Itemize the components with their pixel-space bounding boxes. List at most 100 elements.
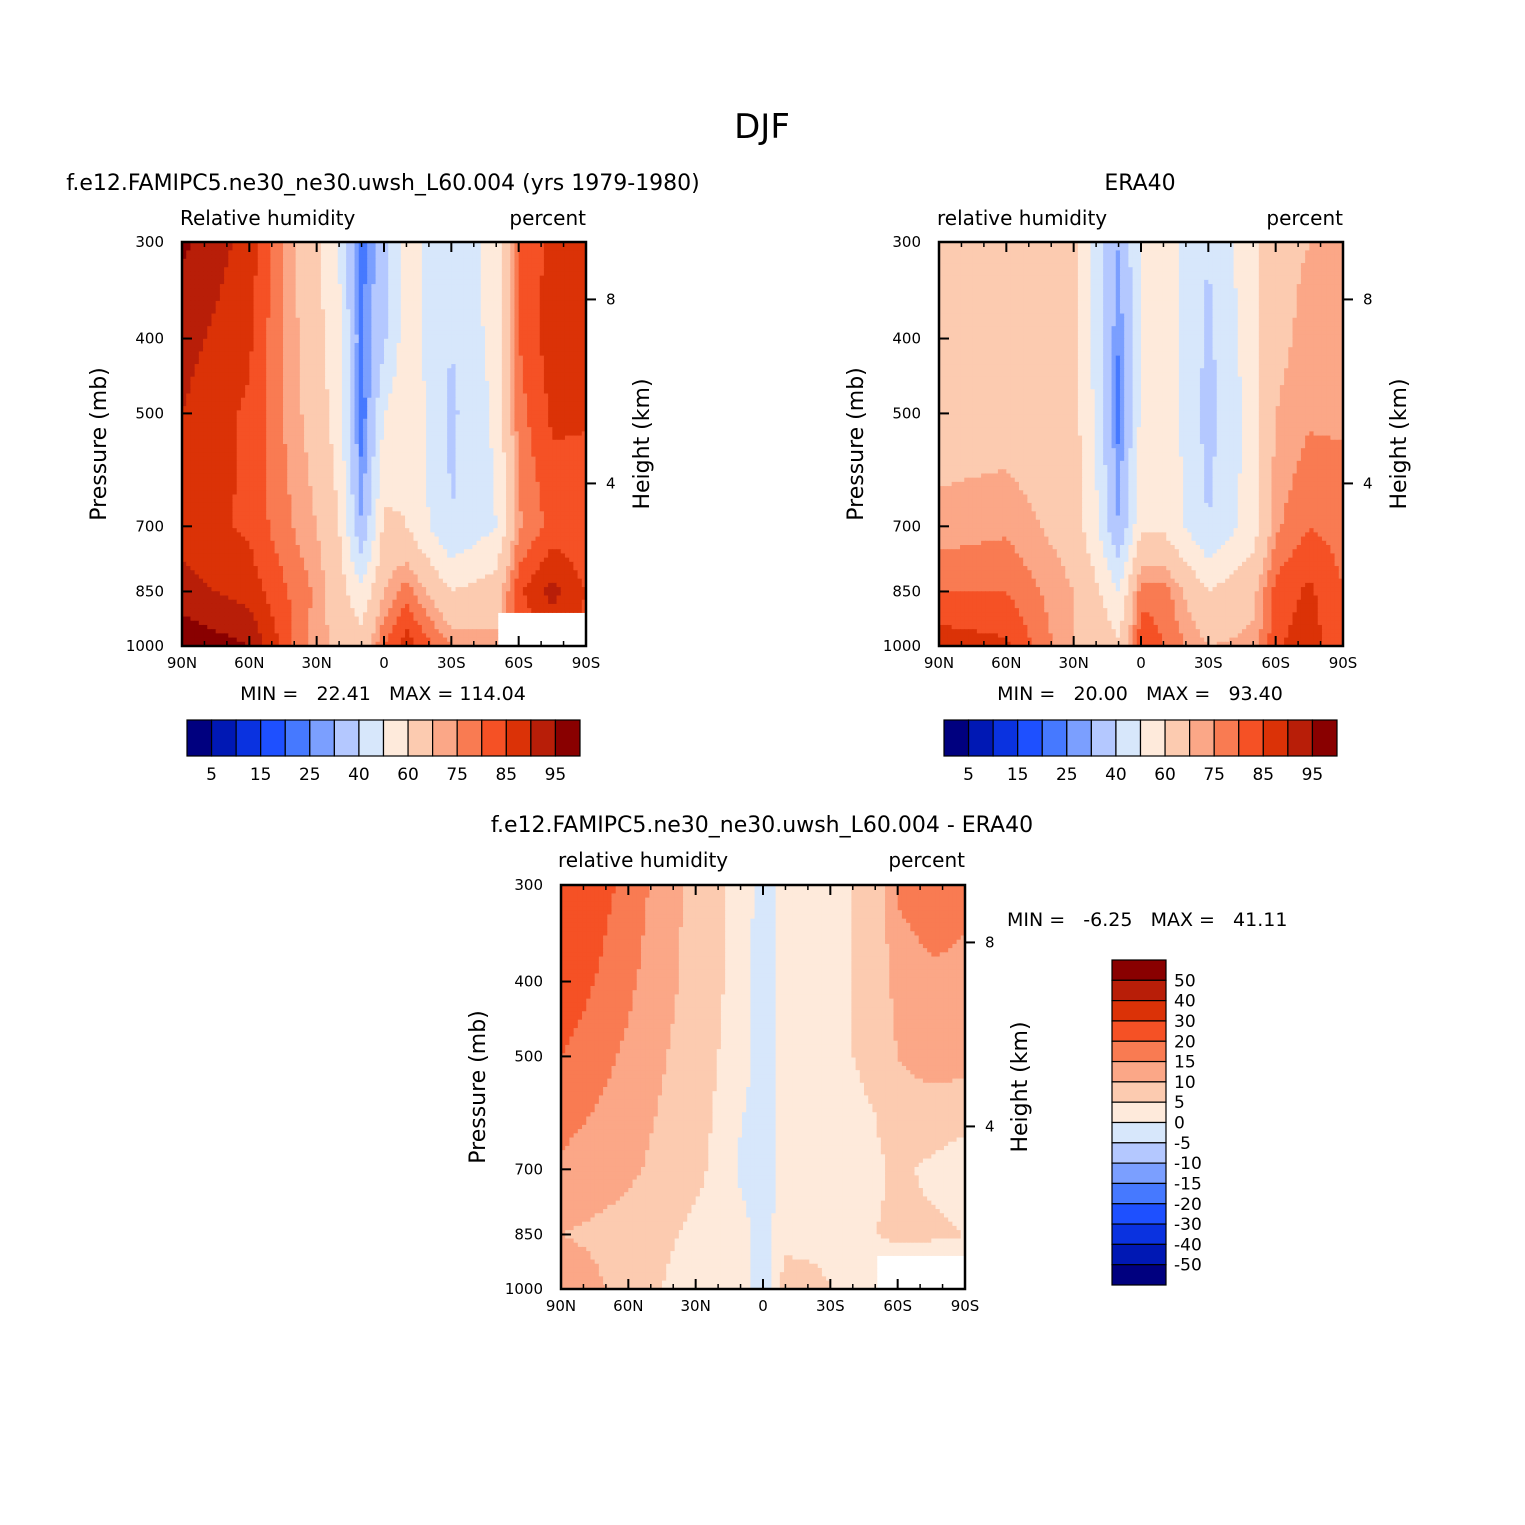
- field-cell: [384, 377, 389, 382]
- field-cell: [233, 322, 238, 327]
- field-cell: [211, 347, 216, 352]
- field-cell: [346, 368, 351, 373]
- field-cell: [287, 377, 292, 382]
- field-cell: [199, 280, 204, 285]
- field-cell: [565, 271, 570, 276]
- field-cell: [258, 330, 263, 335]
- field-cell: [317, 356, 322, 361]
- field-cell: [384, 318, 389, 323]
- field-cell: [413, 305, 418, 310]
- field-cell: [493, 364, 498, 369]
- field-cell: [498, 377, 503, 382]
- field-cell: [363, 267, 368, 272]
- field-cell: [304, 360, 309, 365]
- field-cell: [346, 293, 351, 298]
- field-cell: [401, 351, 406, 356]
- field-cell: [346, 301, 351, 306]
- field-cell: [481, 259, 486, 264]
- field-cell: [363, 326, 368, 331]
- field-cell: [380, 259, 385, 264]
- field-cell: [350, 318, 355, 323]
- field-cell: [296, 330, 301, 335]
- field-cell: [254, 356, 259, 361]
- field-cell: [308, 351, 313, 356]
- field-cell: [186, 259, 191, 264]
- field-cell: [514, 343, 519, 348]
- field-cell: [460, 288, 465, 293]
- plot-area: [182, 242, 587, 647]
- field-cell: [233, 351, 238, 356]
- field-cell: [502, 250, 507, 255]
- field-cell: [338, 381, 343, 386]
- field-cell: [569, 351, 574, 356]
- field-cell: [283, 360, 288, 365]
- field-cell: [422, 389, 427, 394]
- field-cell: [561, 360, 566, 365]
- field-cell: [203, 263, 208, 268]
- field-cell: [392, 339, 397, 344]
- field-cell: [519, 318, 524, 323]
- field-cell: [199, 326, 204, 331]
- field-cell: [207, 343, 212, 348]
- field-cell: [531, 343, 536, 348]
- field-cell: [430, 326, 435, 331]
- field-cell: [338, 377, 343, 382]
- field-cell: [468, 377, 473, 382]
- field-cell: [426, 267, 431, 272]
- field-cell: [325, 377, 330, 382]
- field-cell: [216, 280, 221, 285]
- field-cell: [380, 255, 385, 260]
- field-cell: [536, 246, 541, 251]
- field-cell: [334, 347, 339, 352]
- field-cell: [325, 364, 330, 369]
- field-cell: [371, 364, 376, 369]
- field-cell: [359, 347, 364, 352]
- field-cell: [388, 330, 393, 335]
- field-cell: [544, 255, 549, 260]
- field-cell: [258, 368, 263, 373]
- field-cell: [548, 368, 553, 373]
- field-cell: [397, 259, 402, 264]
- field-cell: [350, 301, 355, 306]
- field-cell: [325, 276, 330, 281]
- field-cell: [544, 322, 549, 327]
- field-cell: [536, 377, 541, 382]
- field-cell: [245, 263, 250, 268]
- field-cell: [451, 309, 456, 314]
- field-cell: [308, 293, 313, 298]
- field-cell: [254, 284, 259, 289]
- field-cell: [523, 284, 528, 289]
- field-cell: [540, 322, 545, 327]
- field-cell: [447, 389, 452, 394]
- subtitle-left: Relative humidity: [180, 206, 355, 230]
- field-cell: [384, 381, 389, 386]
- field-cell: [376, 263, 381, 268]
- field-cell: [540, 314, 545, 319]
- field-cell: [203, 343, 208, 348]
- field-cell: [485, 246, 490, 251]
- field-cell: [367, 372, 372, 377]
- field-cell: [481, 343, 486, 348]
- field-cell: [384, 339, 389, 344]
- field-cell: [573, 246, 578, 251]
- field-cell: [207, 301, 212, 306]
- field-cell: [304, 385, 309, 390]
- field-cell: [447, 301, 452, 306]
- field-cell: [346, 276, 351, 281]
- field-cell: [258, 356, 263, 361]
- field-cell: [304, 284, 309, 289]
- field-cell: [413, 330, 418, 335]
- field-cell: [216, 309, 221, 314]
- field-cell: [283, 305, 288, 310]
- field-cell: [270, 305, 275, 310]
- field-cell: [536, 297, 541, 302]
- field-cell: [565, 276, 570, 281]
- field-cell: [317, 381, 322, 386]
- field-cell: [350, 276, 355, 281]
- field-cell: [531, 377, 536, 382]
- field-cell: [548, 255, 553, 260]
- field-cell: [557, 259, 562, 264]
- field-cell: [548, 318, 553, 323]
- field-cell: [371, 335, 376, 340]
- field-cell: [224, 368, 229, 373]
